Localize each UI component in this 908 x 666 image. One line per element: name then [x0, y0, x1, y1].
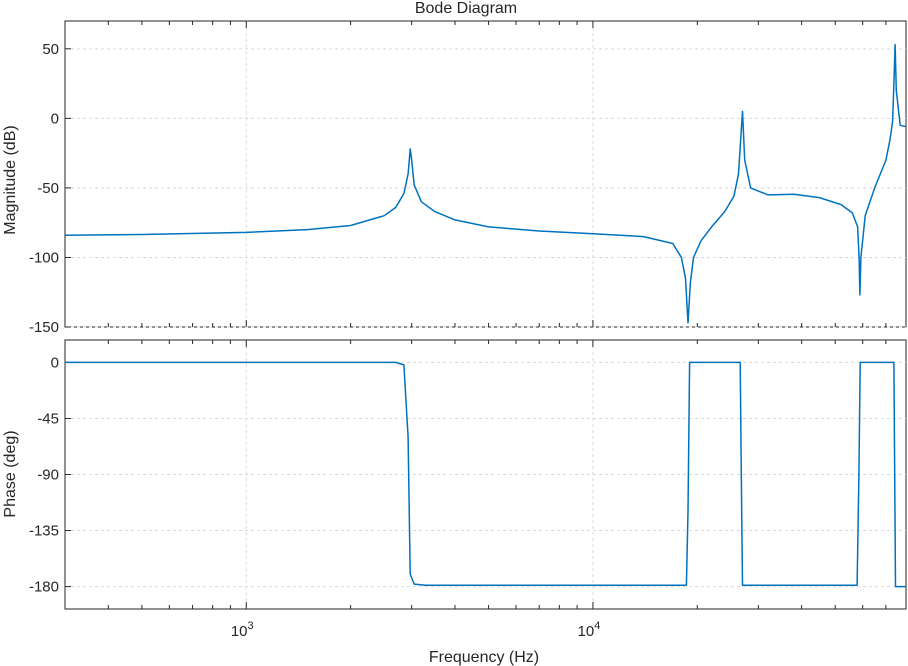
- magnitude-y-axis-label: Magnitude (dB): [2, 125, 19, 234]
- phase-y-tick-label: -45: [37, 410, 59, 427]
- x-tick-label: 104: [578, 620, 601, 640]
- phase-y-tick-label: -90: [37, 467, 59, 484]
- phase-y-tick-label: -180: [29, 579, 59, 596]
- magnitude-series-line: [64, 43, 907, 324]
- magnitude-y-tick-label: 0: [51, 110, 59, 127]
- x-axis-label: Frequency (Hz): [429, 649, 539, 666]
- magnitude-y-tick-label: -150: [29, 319, 59, 336]
- chart-title: Bode Diagram: [415, 0, 517, 17]
- magnitude-plot-area: [64, 20, 907, 328]
- phase-panel: -180 -135 -90 -45 0: [29, 339, 907, 610]
- magnitude-panel: -150 -100 -50 0 50: [29, 20, 907, 336]
- x-tick-label: 103: [231, 620, 254, 640]
- magnitude-y-tick-label: -50: [37, 180, 59, 197]
- magnitude-y-tick-label: -100: [29, 249, 59, 266]
- phase-series-line: [65, 361, 906, 588]
- phase-y-tick-label: -135: [29, 523, 59, 540]
- phase-y-tick-label: 0: [51, 354, 59, 371]
- magnitude-y-tick-label: 50: [42, 41, 59, 58]
- phase-y-axis-label: Phase (deg): [2, 430, 19, 517]
